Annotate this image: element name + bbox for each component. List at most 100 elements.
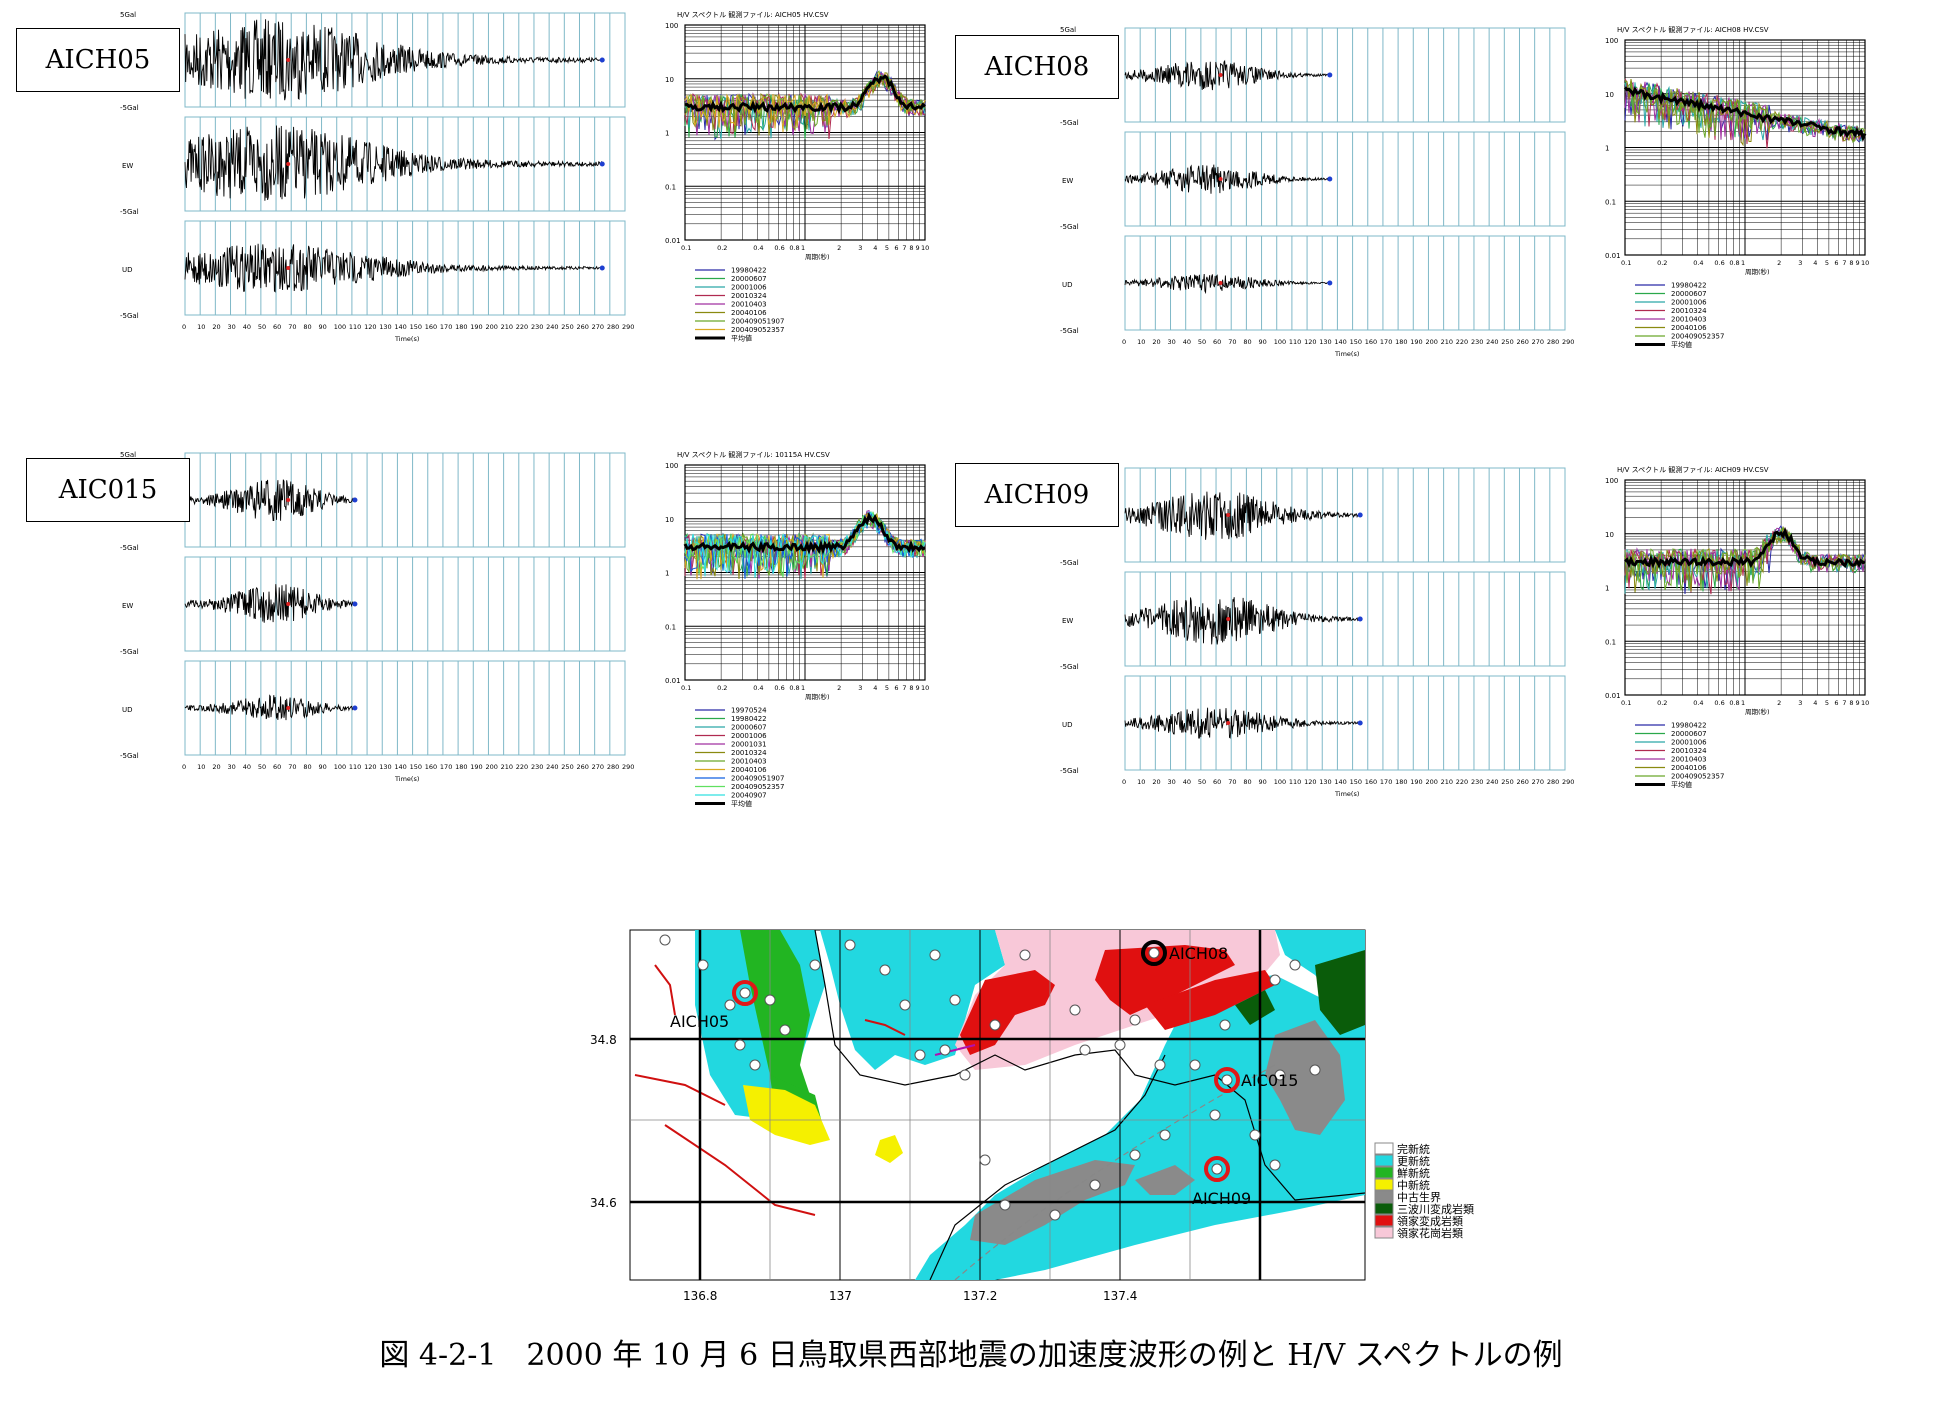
- time-tick-label: 220: [1456, 338, 1468, 346]
- time-tick-label: 50: [258, 323, 266, 331]
- time-tick-label: 270: [1532, 338, 1544, 346]
- hv-legend-label: 20010403: [731, 301, 767, 309]
- hv-title: H/V スペクトル 観測ファイル: AICH05 HV.CSV: [677, 10, 829, 19]
- time-tick-label: 40: [1183, 338, 1191, 346]
- scale-bottom-label: -5Gal: [120, 648, 139, 656]
- time-tick-label: 270: [1532, 778, 1544, 786]
- hv-legend-label: 19980422: [731, 715, 767, 723]
- hv-x-tick: 2: [1777, 699, 1781, 707]
- hv-x-label: 周期(秒): [805, 692, 830, 701]
- waveform-aich08: 5Gal-5GalNS-5GalEW-5GalUD010203040506070…: [1060, 26, 1574, 358]
- figure-caption: 図 4-2-1 2000 年 10 月 6 日鳥取県西部地震の加速度波形の例と …: [379, 1338, 1563, 1373]
- hv-legend-label: 20040106: [731, 309, 767, 317]
- hv-y-tick: 0.1: [665, 183, 676, 191]
- time-tick-label: 280: [1547, 778, 1559, 786]
- hv-legend-label: 20000607: [731, 275, 767, 283]
- time-tick-label: 270: [592, 323, 604, 331]
- hv-y-tick: 100: [665, 22, 678, 30]
- time-tick-label: 80: [1243, 778, 1251, 786]
- map-legend-label: 中古生界: [1397, 1190, 1441, 1204]
- time-tick-label: 290: [1562, 338, 1574, 346]
- time-tick-label: 120: [364, 763, 376, 771]
- hv-title: H/V スペクトル 観測ファイル: AICH08 HV.CSV: [1617, 25, 1769, 34]
- map-station-aich09: [1204, 1156, 1230, 1182]
- hv-series-line: [1624, 527, 1866, 591]
- map-legend-label: 完新統: [1397, 1142, 1430, 1156]
- hv-legend-label: 200409052357: [731, 326, 784, 334]
- hv-legend-label: 20010324: [731, 292, 767, 300]
- time-tick-label: 10: [1137, 338, 1145, 346]
- time-axis-label: Time(s): [1334, 350, 1359, 358]
- time-tick-label: 10: [197, 763, 205, 771]
- hv-x-tick: 0.8: [789, 244, 799, 252]
- hv-x-tick: 2: [837, 684, 841, 692]
- hv-x-tick: 10: [1861, 259, 1869, 267]
- time-tick-label: 100: [1274, 338, 1286, 346]
- hv-x-tick: 4: [1813, 259, 1817, 267]
- time-tick-label: 90: [319, 323, 327, 331]
- hv-legend-label: 19980422: [1671, 282, 1707, 290]
- time-tick-label: 160: [425, 323, 437, 331]
- time-tick-label: 30: [228, 323, 236, 331]
- map-legend-label: 三波川変成岩類: [1397, 1202, 1474, 1216]
- hv-x-tick: 0.1: [1621, 699, 1631, 707]
- hv-y-tick: 100: [665, 462, 678, 470]
- scale-bottom-label: -5Gal: [120, 312, 139, 320]
- hv-y-tick: 10: [665, 76, 674, 84]
- hv-legend-label: 20001006: [1671, 299, 1707, 307]
- time-tick-label: 180: [1395, 338, 1407, 346]
- time-tick-label: 30: [1168, 778, 1176, 786]
- hv-legend-label: 20010324: [1671, 747, 1707, 755]
- hv-x-tick: 10: [921, 684, 929, 692]
- time-tick-label: 40: [243, 323, 251, 331]
- map-label-aich08: AICH08: [1169, 944, 1228, 963]
- hv-mean-line: [684, 74, 927, 115]
- hv-y-tick: 0.01: [665, 677, 681, 685]
- map-area-pliocene: [740, 930, 810, 1100]
- hv-legend-label: 200409051907: [731, 775, 784, 783]
- time-tick-label: 260: [576, 763, 588, 771]
- time-tick-label: 150: [1350, 338, 1362, 346]
- hv-title: H/V スペクトル 観測ファイル: AICH09 HV.CSV: [1617, 465, 1769, 474]
- hv-x-label: 周期(秒): [1745, 267, 1770, 276]
- record-end-marker: [352, 497, 358, 503]
- time-tick-label: 60: [1213, 778, 1221, 786]
- hv-x-tick: 0.8: [1729, 699, 1739, 707]
- hv-mean-line: [683, 512, 926, 555]
- record-end-marker: [1357, 512, 1363, 518]
- hv-y-tick: 1: [1605, 585, 1609, 593]
- component-label: EW: [122, 162, 133, 170]
- time-tick-label: 160: [1365, 778, 1377, 786]
- hv-mean-line: [1623, 86, 1867, 142]
- time-tick-label: 200: [1425, 778, 1437, 786]
- time-tick-label: 30: [228, 763, 236, 771]
- scale-top-label: 5Gal: [120, 451, 136, 459]
- hv-x-tick: 9: [916, 684, 920, 692]
- hv-x-tick: 8: [1849, 259, 1853, 267]
- hv-legend-label: 20000607: [1671, 290, 1707, 298]
- hv-series-line: [684, 72, 926, 136]
- waveform-trace: [1124, 491, 1361, 540]
- hv-x-tick: 0.2: [717, 244, 727, 252]
- time-axis-label: Time(s): [394, 775, 419, 783]
- waveform-trace: [184, 584, 355, 623]
- hv-x-tick: 1: [801, 244, 805, 252]
- waveform-trace: [1124, 164, 1330, 194]
- time-tick-label: 50: [1198, 778, 1206, 786]
- time-tick-label: 250: [561, 323, 573, 331]
- hv-legend-label: 20010324: [731, 749, 767, 757]
- time-tick-label: 170: [1380, 338, 1392, 346]
- map-station-aich08: [1141, 940, 1167, 966]
- time-tick-label: 290: [1562, 778, 1574, 786]
- time-tick-label: 90: [319, 763, 327, 771]
- hv-y-tick: 100: [1605, 477, 1618, 485]
- component-label: UD: [1062, 281, 1073, 289]
- hv-legend-label: 20001006: [1671, 739, 1707, 747]
- time-tick-label: 70: [288, 323, 296, 331]
- time-tick-label: 70: [1228, 778, 1236, 786]
- component-label: UD: [1062, 721, 1073, 729]
- map-legend-label: 鮮新統: [1397, 1166, 1430, 1180]
- time-tick-label: 110: [1289, 338, 1301, 346]
- time-tick-label: 200: [485, 763, 497, 771]
- hv-legend-label: 200409052357: [1671, 333, 1724, 341]
